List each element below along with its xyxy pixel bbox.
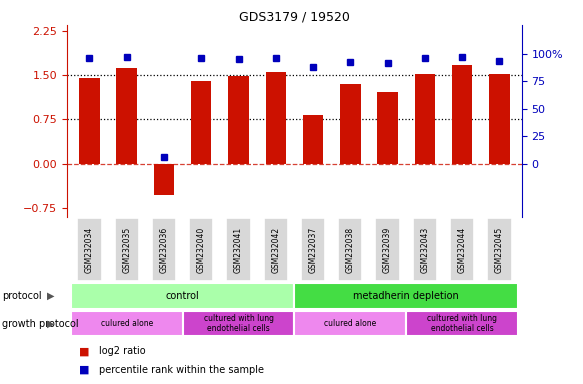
- Text: GSM232039: GSM232039: [383, 227, 392, 273]
- Text: percentile rank within the sample: percentile rank within the sample: [99, 364, 264, 374]
- Text: ▶: ▶: [47, 319, 54, 329]
- Text: GSM232042: GSM232042: [271, 227, 280, 273]
- FancyBboxPatch shape: [264, 218, 288, 281]
- Text: ▶: ▶: [47, 291, 54, 301]
- FancyBboxPatch shape: [294, 283, 518, 309]
- Text: GSM232038: GSM232038: [346, 227, 355, 273]
- Bar: [415, 74, 435, 164]
- Text: log2 ratio: log2 ratio: [99, 346, 146, 356]
- FancyBboxPatch shape: [294, 311, 406, 336]
- Text: GSM232041: GSM232041: [234, 227, 243, 273]
- FancyBboxPatch shape: [413, 218, 437, 281]
- FancyBboxPatch shape: [152, 218, 176, 281]
- Text: ■: ■: [79, 346, 89, 356]
- Text: protocol: protocol: [2, 291, 41, 301]
- Text: GSM232035: GSM232035: [122, 227, 131, 273]
- Bar: [452, 65, 472, 164]
- FancyBboxPatch shape: [226, 218, 251, 281]
- Text: GSM232036: GSM232036: [160, 227, 168, 273]
- Text: culured alone: culured alone: [100, 319, 153, 328]
- FancyBboxPatch shape: [406, 311, 518, 336]
- FancyBboxPatch shape: [182, 311, 294, 336]
- Text: control: control: [166, 291, 199, 301]
- Bar: [154, 164, 174, 195]
- FancyBboxPatch shape: [115, 218, 139, 281]
- Text: ■: ■: [79, 364, 89, 374]
- FancyBboxPatch shape: [71, 311, 182, 336]
- Title: GDS3179 / 19520: GDS3179 / 19520: [239, 11, 350, 24]
- FancyBboxPatch shape: [189, 218, 213, 281]
- Bar: [340, 84, 360, 164]
- Bar: [265, 72, 286, 164]
- Text: cultured with lung
endothelial cells: cultured with lung endothelial cells: [427, 314, 497, 333]
- FancyBboxPatch shape: [338, 218, 363, 281]
- FancyBboxPatch shape: [450, 218, 474, 281]
- FancyBboxPatch shape: [487, 218, 511, 281]
- Bar: [229, 76, 249, 164]
- Text: GSM232045: GSM232045: [495, 227, 504, 273]
- FancyBboxPatch shape: [71, 283, 294, 309]
- FancyBboxPatch shape: [301, 218, 325, 281]
- Text: culured alone: culured alone: [324, 319, 377, 328]
- Text: growth protocol: growth protocol: [2, 319, 78, 329]
- FancyBboxPatch shape: [375, 218, 400, 281]
- Text: metadherin depletion: metadherin depletion: [353, 291, 459, 301]
- Text: GSM232040: GSM232040: [196, 227, 206, 273]
- Text: cultured with lung
endothelial cells: cultured with lung endothelial cells: [203, 314, 273, 333]
- Text: GSM232037: GSM232037: [308, 227, 318, 273]
- Bar: [377, 92, 398, 164]
- Bar: [117, 68, 137, 164]
- Text: GSM232044: GSM232044: [458, 227, 466, 273]
- Text: GSM232034: GSM232034: [85, 227, 94, 273]
- FancyBboxPatch shape: [78, 218, 101, 281]
- Bar: [191, 81, 212, 164]
- Bar: [79, 78, 100, 164]
- Bar: [489, 74, 510, 164]
- Text: GSM232043: GSM232043: [420, 227, 429, 273]
- Bar: [303, 115, 324, 164]
